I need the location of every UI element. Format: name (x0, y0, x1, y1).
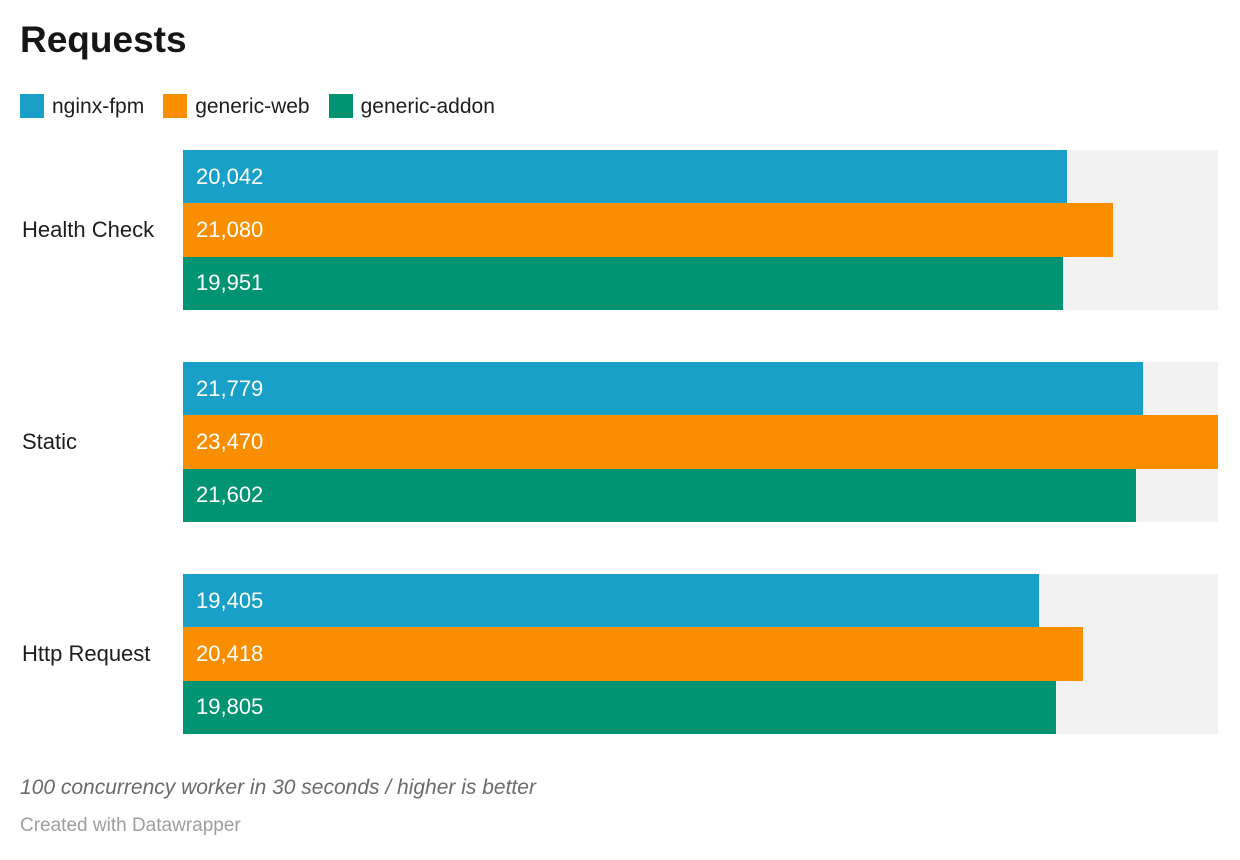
bar-track: 21,602 (183, 468, 1218, 522)
bar-track: 20,418 (183, 627, 1218, 681)
bar-value-label: 21,080 (196, 216, 264, 242)
bar-value-label: 21,779 (196, 375, 264, 401)
bar-track: 21,080 (183, 203, 1218, 257)
legend: nginx-fpm generic-web generic-addon (20, 94, 495, 118)
legend-item-nginx-fpm: nginx-fpm (20, 94, 144, 118)
legend-swatch-icon (163, 94, 188, 118)
bar-value-label: 20,042 (196, 163, 264, 189)
bar-group: 20,042 21,080 19,951 (183, 150, 1218, 310)
bar-value-label: 19,805 (196, 694, 264, 720)
legend-item-generic-web: generic-web (163, 94, 310, 118)
plot-area: 20,042 21,080 19,951 21,779 23,470 21,602 19,4… (183, 150, 1218, 734)
bar-value-label: 23,470 (196, 428, 264, 454)
datawrapper-credit: Created with Datawrapper (20, 815, 241, 836)
bar[interactable]: 19,951 (183, 256, 1063, 310)
bar[interactable]: 21,080 (183, 203, 1113, 257)
bar[interactable]: 20,418 (183, 627, 1084, 681)
bar-track: 19,951 (183, 256, 1218, 310)
category-label-health-check: Health Check (22, 217, 155, 242)
legend-swatch-icon (328, 94, 353, 118)
bar-group: 21,779 23,470 21,602 (183, 362, 1218, 522)
category-label-static: Static (22, 429, 78, 454)
legend-label: generic-addon (360, 94, 495, 118)
bar-group: 19,405 20,418 19,805 (183, 574, 1218, 734)
bar-value-label: 21,602 (196, 482, 264, 508)
legend-label: generic-web (195, 94, 310, 118)
bar[interactable]: 21,779 (183, 362, 1144, 416)
bar[interactable]: 19,405 (183, 574, 1039, 628)
bar-track: 20,042 (183, 150, 1218, 204)
bar-value-label: 19,951 (196, 270, 264, 296)
bar-track: 19,405 (183, 574, 1218, 628)
bar[interactable]: 21,602 (183, 468, 1136, 522)
legend-label: nginx-fpm (52, 94, 145, 118)
bar-track: 19,805 (183, 680, 1218, 734)
category-label-http-request: Http Request (22, 641, 151, 666)
bar-track: 23,470 (183, 415, 1218, 469)
bar-value-label: 19,405 (196, 587, 264, 613)
legend-item-generic-addon: generic-addon (328, 94, 495, 118)
bar[interactable]: 19,805 (183, 680, 1057, 734)
legend-swatch-icon (20, 94, 44, 118)
chart-title: Requests (20, 19, 187, 60)
bar-value-label: 20,418 (196, 640, 264, 666)
chart-note: 100 concurrency worker in 30 seconds / h… (20, 776, 536, 799)
bar[interactable]: 23,470 (183, 415, 1218, 469)
bar-track: 21,779 (183, 362, 1218, 416)
bar[interactable]: 20,042 (183, 150, 1067, 204)
